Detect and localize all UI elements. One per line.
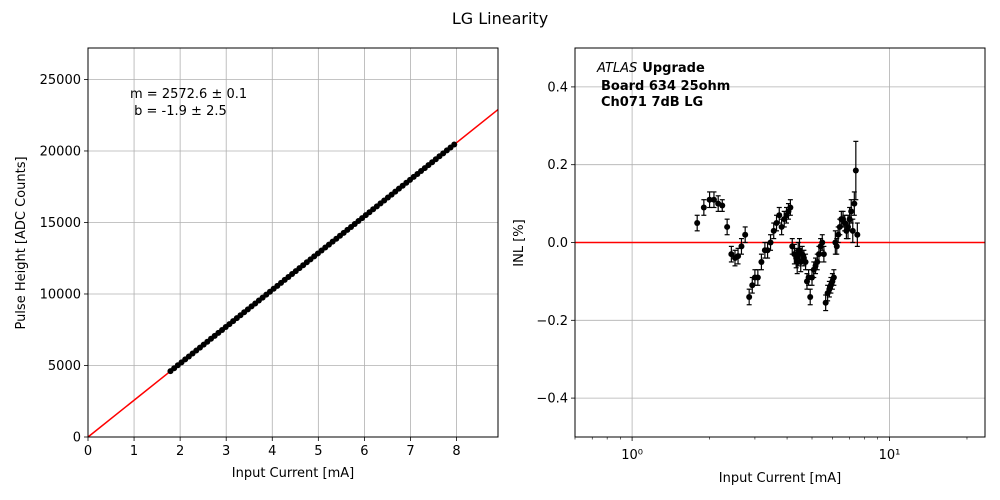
left-plot-area <box>88 48 498 437</box>
right-data-point <box>833 243 840 250</box>
left-x-axis-label: Input Current [mA] <box>232 466 354 481</box>
left-gridlines <box>87 48 498 438</box>
left-x-tick-label: 6 <box>360 444 368 459</box>
right-data-point <box>778 223 785 230</box>
right-panel-inl: 10⁰ 10¹ −0.4 −0.2 0.0 0.2 0.4 ATLAS Upgrade Boa… <box>512 47 986 486</box>
right-data-point <box>719 202 726 209</box>
right-axis-ticks: 10⁰ 10¹ −0.4 −0.2 0.0 0.2 0.4 <box>536 80 968 463</box>
left-y-axis-label: Pulse Height [ADC Counts] <box>14 156 29 329</box>
left-y-tick-label: 0 <box>73 431 81 446</box>
right-data-point <box>854 231 861 238</box>
left-data-points <box>167 141 458 375</box>
right-data-point <box>819 239 826 246</box>
figure-title: LG Linearity <box>452 9 548 28</box>
right-data-point <box>694 220 701 227</box>
left-axes-frame <box>87 47 499 438</box>
right-data-point <box>820 251 827 258</box>
right-y-tick-label: −0.4 <box>536 392 568 407</box>
atlas-label: ATLAS <box>596 61 637 76</box>
left-y-tick-label: 20000 <box>40 144 81 159</box>
left-x-tick-label: 8 <box>452 444 460 459</box>
left-axis-ticks: 0 1 2 3 4 5 6 7 8 0 5000 10000 15000 20000 25000 <box>40 73 461 459</box>
channel-label: Ch071 7dB LG <box>601 95 703 110</box>
left-y-tick-label: 5000 <box>48 359 81 374</box>
left-x-tick-label: 7 <box>406 444 414 459</box>
left-x-tick-label: 3 <box>222 444 230 459</box>
right-data-point <box>776 212 783 219</box>
left-x-tick-label: 2 <box>176 444 184 459</box>
right-data-point <box>764 247 771 254</box>
left-fit-intercept-annotation: b = -1.9 ± 2.5 <box>130 104 227 119</box>
left-y-tick-label: 15000 <box>40 216 81 231</box>
right-data-point <box>754 274 761 281</box>
right-data-point <box>767 239 774 246</box>
right-data-point <box>742 231 749 238</box>
right-data-point <box>849 227 856 234</box>
right-data-point <box>710 196 717 203</box>
right-data-point <box>807 293 814 300</box>
right-atlas-annotation: ATLAS Upgrade <box>596 61 705 76</box>
right-x-tick-label: 10¹ <box>879 448 901 463</box>
right-data-point <box>848 208 855 215</box>
right-data-point <box>728 251 735 258</box>
right-y-tick-label: 0.0 <box>547 236 568 251</box>
left-x-tick-label: 5 <box>314 444 322 459</box>
right-data-point <box>852 167 859 174</box>
right-data-points <box>694 140 861 312</box>
right-data-point <box>758 258 765 265</box>
right-y-tick-label: 0.4 <box>547 80 568 95</box>
right-data-point <box>738 243 745 250</box>
left-panel-linearity: 0 1 2 3 4 5 6 7 8 0 5000 10000 15000 20000 25000 m = 2… <box>14 47 499 481</box>
right-data-point <box>700 204 707 211</box>
right-y-axis-label: INL [%] <box>512 219 527 266</box>
right-data-point <box>749 282 756 289</box>
right-data-point <box>851 200 858 207</box>
right-data-point <box>773 220 780 227</box>
board-label: Board 634 25ohm <box>601 79 730 94</box>
left-fit-slope-annotation: m = 2572.6 ± 0.1 <box>130 87 247 102</box>
left-x-tick-label: 0 <box>84 444 92 459</box>
right-data-point <box>802 258 809 265</box>
right-data-point <box>770 227 777 234</box>
right-data-point <box>706 196 713 203</box>
right-y-tick-label: −0.2 <box>536 314 568 329</box>
left-y-tick-label: 25000 <box>40 73 81 88</box>
upgrade-label: Upgrade <box>642 61 705 76</box>
left-data-point <box>451 141 458 148</box>
right-data-point <box>746 293 753 300</box>
right-x-axis-label: Input Current [mA] <box>719 471 841 486</box>
left-x-tick-label: 4 <box>268 444 276 459</box>
right-data-point <box>830 274 837 281</box>
left-x-tick-label: 1 <box>130 444 138 459</box>
right-data-point <box>787 204 794 211</box>
right-x-tick-label: 10⁰ <box>621 448 643 463</box>
right-y-tick-label: 0.2 <box>547 158 568 173</box>
right-data-point <box>724 223 731 230</box>
left-y-tick-label: 10000 <box>40 287 81 302</box>
